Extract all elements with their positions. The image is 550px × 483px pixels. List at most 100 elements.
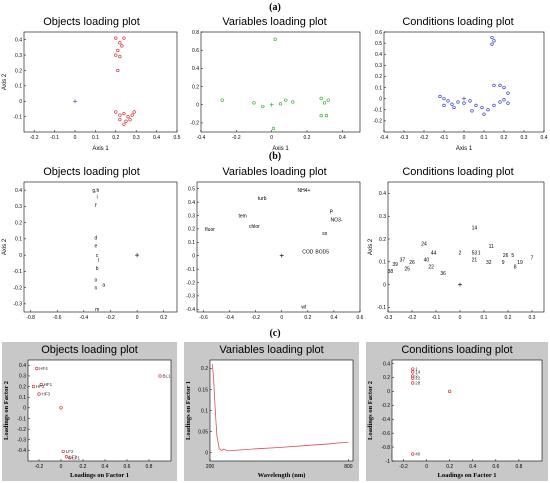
- point-label: HF3: [42, 392, 51, 397]
- panel-a-conditions: Conditions loading plot -0.4 -0.3 -0.2 -0.1 0…: [366, 14, 550, 154]
- data-point: [271, 126, 276, 130]
- data-point: [68, 456, 72, 460]
- point-label: a: [102, 282, 105, 288]
- y-tick-label: 0.4: [15, 37, 22, 43]
- y-tick-label: -0.2: [17, 427, 26, 433]
- data-point: [502, 98, 506, 102]
- plot-frame: [196, 181, 361, 313]
- panel-a-objects: Objects loading plot -0.2 -0.1 0 0.1 0.2 0.3 0.…: [0, 14, 183, 154]
- point-label: 26: [503, 253, 509, 259]
- data-point: [442, 97, 446, 101]
- x-tick-label: 0.6: [357, 315, 364, 321]
- point-label: wt: [301, 305, 307, 311]
- y-tick-label: 0.2: [15, 68, 22, 74]
- data-point: [326, 98, 330, 102]
- point-label: tem: [238, 214, 246, 220]
- data-point: [482, 112, 486, 116]
- panel-c-variables: Variables loading plot 200 800 0 0.05 0.1 0.15…: [184, 342, 359, 481]
- chart-svg: -0.2 0 0.2 0.4 0.6 0.8 -0.4 -0.3 -0.2 -0.1 0 0.1 0.2…: [3, 359, 172, 479]
- x-tick-label: 0.2: [80, 464, 87, 470]
- chart-title: Variables loading plot: [222, 16, 327, 28]
- x-tick-label: 0: [60, 464, 63, 470]
- y-tick-label: 0.2: [379, 237, 386, 243]
- x-tick-label: -0.2: [408, 315, 417, 321]
- y-axis-label: Loadings on Factor 1: [185, 381, 192, 440]
- x-tick-label: -0.2: [232, 135, 241, 141]
- y-tick-label: 0: [387, 389, 390, 395]
- point-label: 1: [415, 367, 418, 372]
- data-point: [324, 114, 329, 118]
- x-tick-label: 0.3: [521, 135, 528, 141]
- y-tick-label: 0: [379, 96, 382, 102]
- y-tick-label: -0.2: [186, 280, 195, 286]
- point-label: LF3: [69, 454, 77, 459]
- y-tick-label: -0.3: [17, 438, 26, 444]
- x-tick-label: -0.3: [384, 315, 393, 321]
- data-point: [411, 370, 415, 374]
- panel-b-conditions: Conditions loading plot -0.3 -0.2 -0.1 0 0.1 0…: [366, 164, 550, 328]
- x-tick-label: -0.2: [420, 135, 429, 141]
- x-tick-label: 0.4: [541, 135, 548, 141]
- y-tick-label: 0.4: [192, 66, 199, 72]
- point-label: 8: [514, 264, 517, 270]
- panel-b-variables: Variables loading plot -0.6 -0.4 -0.2 0 0.2 0.…: [183, 164, 366, 328]
- data-point: [498, 83, 502, 87]
- x-tick-label: 0.2: [446, 464, 453, 470]
- x-tick-label: -0.6: [53, 315, 62, 321]
- point-label: 2: [415, 374, 418, 379]
- point-label: 5: [511, 253, 514, 259]
- x-tick-label: -0.2: [106, 315, 115, 321]
- y-tick-label: 0.1: [15, 84, 22, 90]
- chart-title: Variables loading plot: [219, 344, 324, 356]
- point-label: 2: [459, 251, 462, 257]
- data-point: [438, 94, 442, 99]
- data-point: [411, 452, 415, 456]
- point-label: 1: [478, 251, 481, 257]
- data-point: [411, 376, 415, 380]
- y-tick-label: 0.4: [188, 200, 195, 206]
- y-tick-label: 0: [383, 282, 386, 288]
- data-point: [456, 100, 460, 104]
- x-tick-label: 0.2: [304, 135, 311, 141]
- data-point: [474, 103, 478, 107]
- x-tick-label: 0.2: [505, 315, 512, 321]
- data-point: [411, 381, 415, 385]
- chart-title: Variables loading plot: [222, 166, 327, 178]
- y-tick-label: 0.4: [15, 188, 22, 194]
- point-label: 40: [424, 258, 430, 264]
- data-point: [118, 55, 122, 59]
- data-point: [442, 103, 446, 107]
- x-tick-label: 0: [459, 315, 462, 321]
- x-tick-label: 800: [344, 464, 353, 470]
- point-label: 22: [415, 376, 421, 381]
- data-point: [506, 91, 510, 95]
- point-label: 24: [421, 242, 427, 248]
- point-label: 7: [531, 255, 534, 261]
- x-tick-label: 0.4: [330, 315, 337, 321]
- y-tick-label: -0.4: [17, 448, 26, 454]
- data-point: [278, 102, 283, 106]
- x-tick-label: 0.4: [339, 135, 346, 141]
- point-label: fluor: [205, 227, 215, 233]
- data-point: [470, 109, 474, 113]
- x-tick-label: 0.2: [304, 315, 311, 321]
- data-point: [132, 110, 136, 114]
- x-tick-label: -0.2: [251, 315, 260, 321]
- x-tick-label: -0.1: [432, 315, 441, 321]
- y-tick-label: -0.3: [13, 302, 22, 308]
- data-point: [468, 99, 472, 103]
- point-label: HF2: [36, 384, 45, 389]
- data-point: [492, 39, 496, 43]
- data-point: [118, 41, 122, 45]
- x-tick-label: 0.1: [481, 315, 488, 321]
- point-label: 26: [409, 260, 415, 266]
- y-tick-label: 0.2: [375, 74, 382, 80]
- point-label: 28: [415, 381, 421, 386]
- plot-area: [27, 359, 172, 462]
- x-tick-label: 0: [270, 135, 273, 141]
- plot-frame: [23, 181, 178, 313]
- point-label: 9: [502, 260, 505, 266]
- x-tick-label: 0.1: [92, 135, 99, 141]
- y-tick-label: 0.1: [201, 408, 208, 414]
- x-tick-label: -0.2: [399, 464, 408, 470]
